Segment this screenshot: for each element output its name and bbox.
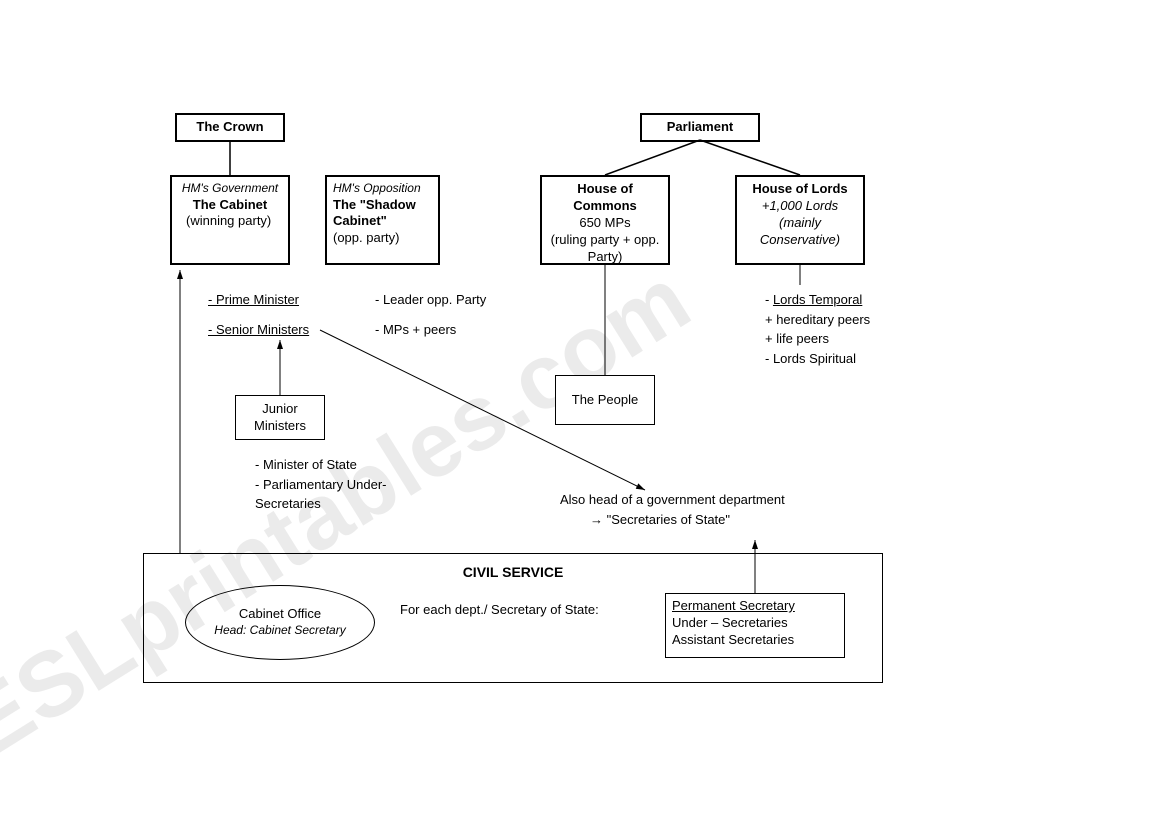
shadow-list-leader: - Leader opp. Party xyxy=(375,290,486,310)
lords-temporal-override: - Lords Temporal xyxy=(765,290,862,310)
commons-title: House of Commons xyxy=(548,181,662,215)
cabinet-sup: HM's Government xyxy=(178,181,282,197)
people-label: The People xyxy=(572,392,639,409)
shadow-list: - Leader opp. Party - MPs + peers xyxy=(375,290,486,339)
lords-box: House of Lords +1,000 Lords (mainly Cons… xyxy=(735,175,865,265)
cabinet-list: - Prime Minister - Senior Ministers xyxy=(208,290,309,339)
people-box: The People xyxy=(555,375,655,425)
cabinet-list-pm: - Prime Minister xyxy=(208,290,309,310)
lords-line1: +1,000 Lords (mainly Conservative) xyxy=(743,198,857,249)
lords-life: + life peers xyxy=(765,329,870,349)
cabinet-title: The Cabinet xyxy=(178,197,282,214)
commons-line1: 650 MPs xyxy=(548,215,662,232)
shadow-list-mps: - MPs + peers xyxy=(375,320,486,340)
lords-spiritual: - Lords Spiritual xyxy=(765,349,870,369)
shadow-title: The "Shadow Cabinet" xyxy=(333,197,432,231)
also-head-line2: → "Secretaries of State" xyxy=(560,510,785,530)
perm-sec-1: Permanent Secretary xyxy=(672,598,838,615)
parliament-label: Parliament xyxy=(667,119,733,134)
cabinet-box: HM's Government The Cabinet (winning par… xyxy=(170,175,290,265)
shadow-box: HM's Opposition The "Shadow Cabinet" (op… xyxy=(325,175,440,265)
junior-label: Junior Ministers xyxy=(242,401,318,435)
lords-title: House of Lords xyxy=(743,181,857,198)
cabinet-office-line2: Head: Cabinet Secretary xyxy=(214,623,345,639)
commons-line2: (ruling party + opp. Party) xyxy=(548,232,662,266)
commons-box: House of Commons 650 MPs (ruling party +… xyxy=(540,175,670,265)
perm-sec-2: Under – Secretaries xyxy=(672,615,838,632)
shadow-sup: HM's Opposition xyxy=(333,181,432,197)
crown-box: The Crown xyxy=(175,113,285,142)
parliament-box: Parliament xyxy=(640,113,760,142)
junior-pus: - Parliamentary Under-Secretaries xyxy=(255,475,435,514)
cabinet-office-line1: Cabinet Office xyxy=(239,606,321,623)
junior-mos: - Minister of State xyxy=(255,455,435,475)
for-each-label: For each dept./ Secretary of State: xyxy=(400,602,599,617)
shadow-sub: (opp. party) xyxy=(333,230,432,247)
lords-hered: + hereditary peers xyxy=(765,310,870,330)
crown-label: The Crown xyxy=(196,119,263,134)
cabinet-office-ellipse: Cabinet Office Head: Cabinet Secretary xyxy=(185,585,375,660)
for-each-text: For each dept./ Secretary of State: xyxy=(400,600,599,620)
junior-list: - Minister of State - Parliamentary Unde… xyxy=(255,455,435,514)
perm-sec-3: Assistant Secretaries xyxy=(672,632,838,649)
junior-box: Junior Ministers xyxy=(235,395,325,440)
cabinet-list-senior: - Senior Ministers xyxy=(208,320,309,340)
also-head-line1: Also head of a government department xyxy=(560,490,785,510)
civil-service-title: CIVIL SERVICE xyxy=(154,564,872,580)
cabinet-sub: (winning party) xyxy=(178,213,282,230)
also-head-text: Also head of a government department → "… xyxy=(560,490,785,529)
perm-sec-box: Permanent Secretary Under – Secretaries … xyxy=(665,593,845,658)
